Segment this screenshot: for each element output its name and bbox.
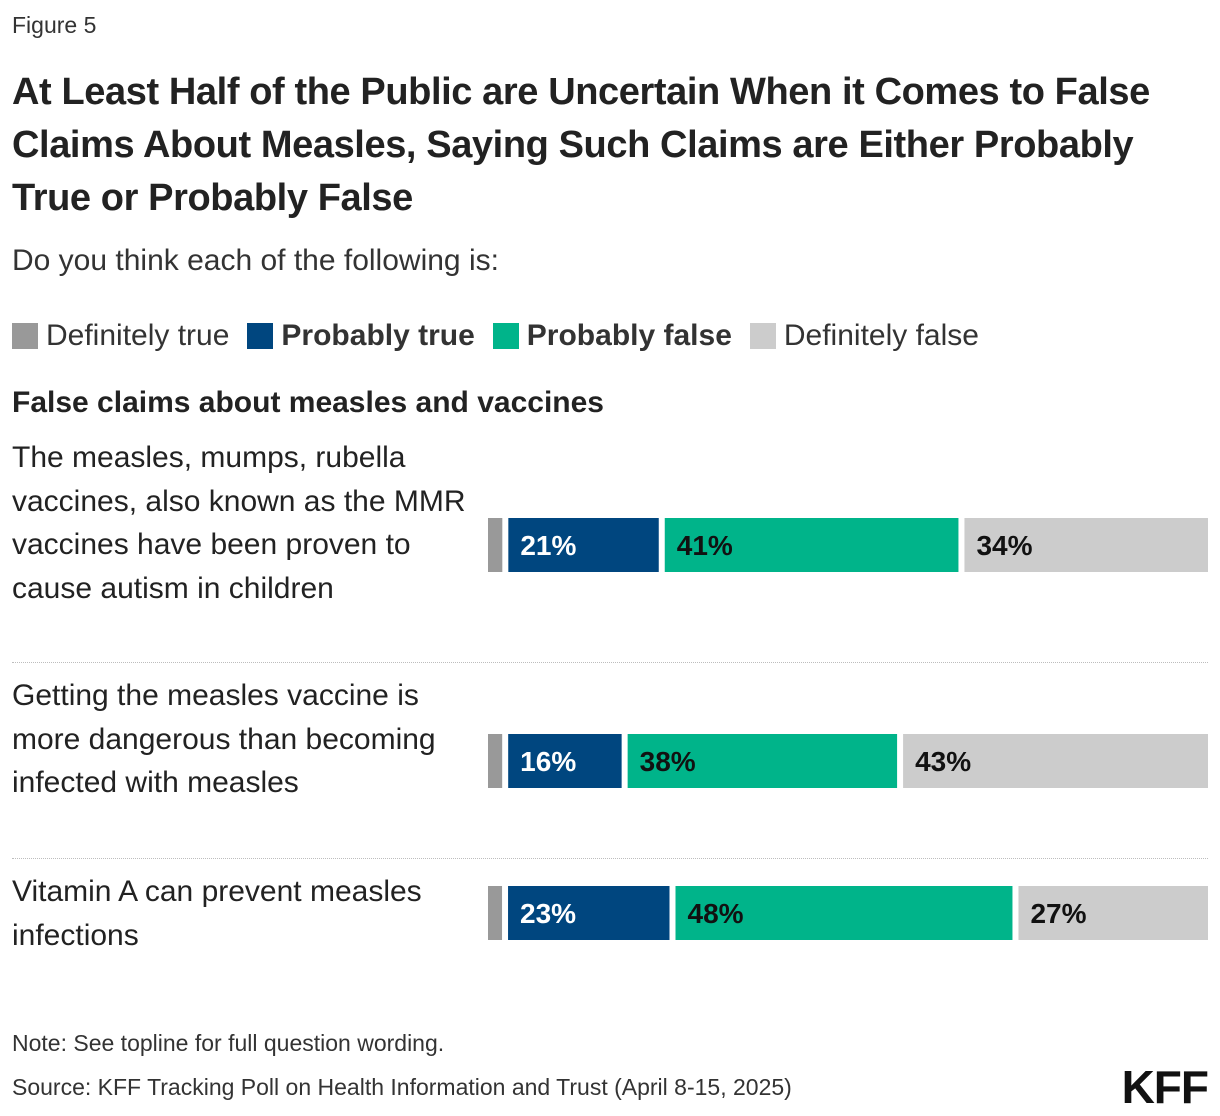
legend-swatch (12, 323, 38, 349)
legend-item-probably-false: Probably false (492, 319, 732, 353)
data-label-probably-true-vaccine-dangerous: 16% (520, 746, 576, 777)
bar-definitely-true-vitamin-a (488, 886, 503, 940)
row-label-vitamin-a: Vitamin A can prevent measles infections (12, 875, 422, 952)
row-divider (12, 858, 1208, 859)
row-label-vaccine-dangerous: Getting the measles vaccine is more dang… (12, 679, 436, 799)
legend-label: Probably true (281, 319, 475, 352)
bar-definitely-false-mmr-autism (964, 518, 1208, 572)
bar-probably-true-mmr-autism (508, 518, 659, 572)
legend-swatch (247, 323, 274, 349)
data-label-probably-true-vitamin-a: 23% (520, 898, 576, 929)
legend-item-definitely-true: Definitely true (12, 319, 229, 353)
data-label-probably-false-mmr-autism: 41% (677, 530, 733, 561)
bar-probably-false-vaccine-dangerous (627, 734, 898, 788)
data-label-definitely-false-mmr-autism: 34% (976, 530, 1032, 561)
data-label-probably-false-vaccine-dangerous: 38% (640, 746, 696, 777)
figure-label: Figure 5 (12, 12, 97, 38)
legend: Definitely true Probably true Probably f… (12, 316, 997, 356)
bar-definitely-false-vaccine-dangerous (903, 734, 1208, 788)
note-text: Note: See topline for full question word… (12, 1030, 445, 1056)
bar-probably-false-vitamin-a (675, 886, 1013, 940)
bar-definitely-false-vitamin-a (1018, 886, 1208, 940)
bar-definitely-true-vaccine-dangerous (488, 734, 503, 788)
kff-logo: KFF (1121, 1061, 1209, 1113)
legend-swatch (492, 323, 519, 349)
source-text: Source: KFF Tracking Poll on Health Info… (12, 1074, 792, 1100)
legend-item-definitely-false: Definitely false (749, 319, 979, 353)
data-label-probably-true-mmr-autism: 21% (520, 530, 576, 561)
legend-label: Definitely false (783, 319, 979, 352)
legend-label: Probably false (526, 319, 732, 352)
legend-label: Definitely true (46, 319, 230, 352)
chart-title: At Least Half of the Public are Uncertai… (12, 71, 1150, 219)
section-title: False claims about measles and vaccines (12, 386, 604, 419)
bar-probably-true-vaccine-dangerous (508, 734, 622, 788)
data-label-probably-false-vitamin-a: 48% (688, 898, 744, 929)
legend-swatch (749, 323, 776, 349)
row-divider (12, 662, 1208, 663)
stacked-bar-chart: 21% 41% 34% 16% 38% 43% 23% 48% 27% (488, 518, 1208, 940)
data-label-definitely-false-vitamin-a: 27% (1030, 898, 1086, 929)
bar-probably-false-mmr-autism (664, 518, 959, 572)
legend-item-probably-true: Probably true (247, 319, 475, 353)
chart-subtitle: Do you think each of the following is: (12, 244, 499, 277)
data-label-definitely-false-vaccine-dangerous: 43% (915, 746, 971, 777)
bar-definitely-true-mmr-autism (488, 518, 503, 572)
row-label-mmr-autism: The measles, mumps, rubella vaccines, al… (12, 441, 466, 605)
bar-probably-true-vitamin-a (508, 886, 670, 940)
